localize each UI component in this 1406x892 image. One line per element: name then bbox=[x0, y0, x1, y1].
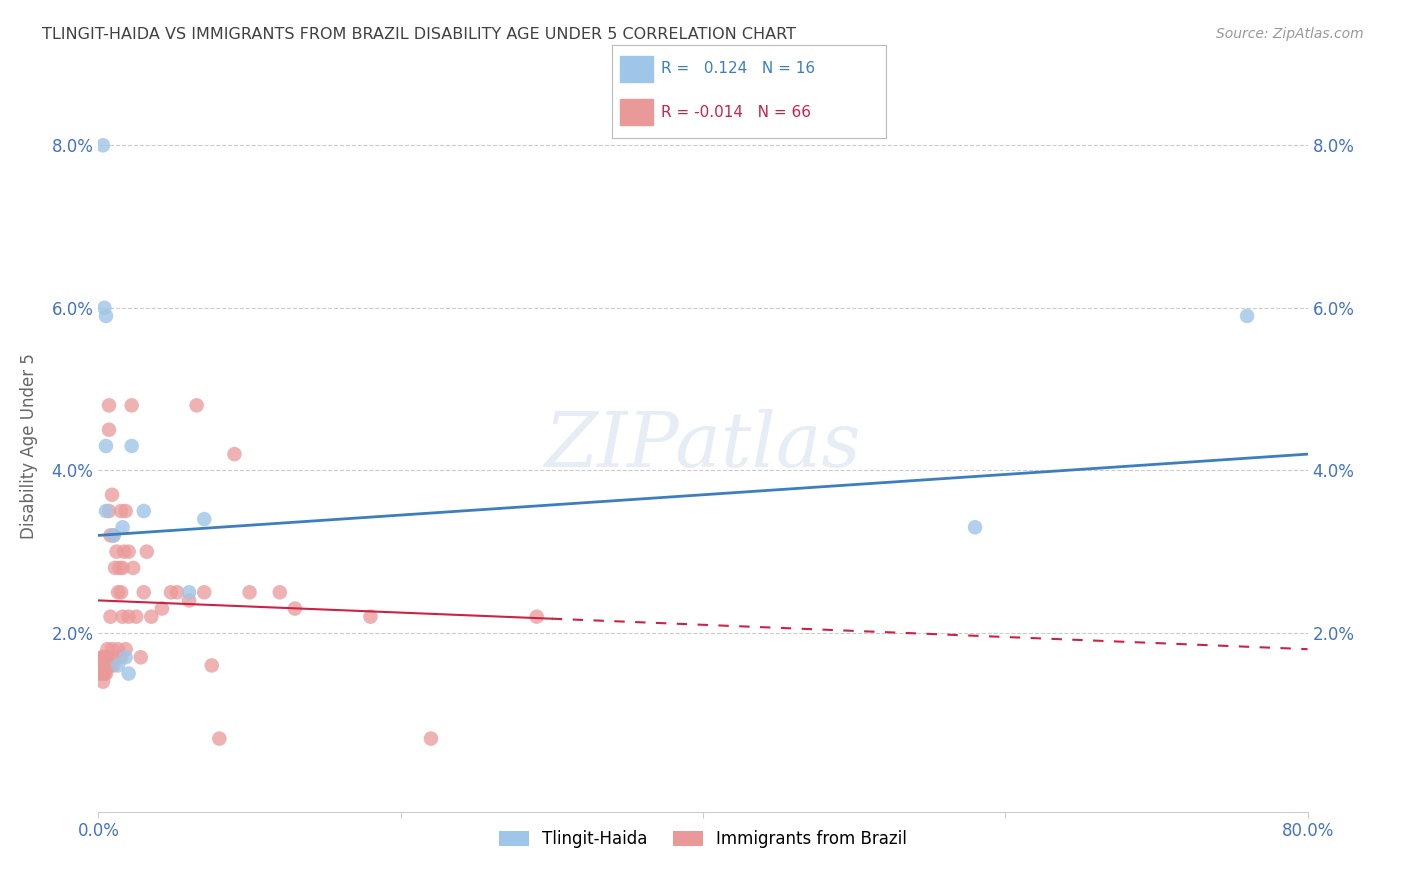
Legend: Tlingit-Haida, Immigrants from Brazil: Tlingit-Haida, Immigrants from Brazil bbox=[492, 823, 914, 855]
Point bbox=[141, 609, 163, 624]
Point bbox=[89, 658, 111, 673]
Point bbox=[91, 138, 114, 153]
Point bbox=[104, 561, 127, 575]
Y-axis label: Disability Age Under 5: Disability Age Under 5 bbox=[20, 353, 38, 539]
Point bbox=[90, 650, 112, 665]
Point bbox=[125, 609, 148, 624]
Point bbox=[91, 650, 114, 665]
Point bbox=[98, 398, 121, 412]
Point bbox=[122, 561, 145, 575]
Point bbox=[96, 658, 118, 673]
Point bbox=[121, 398, 143, 412]
Point bbox=[110, 504, 132, 518]
Point bbox=[98, 658, 121, 673]
Point bbox=[96, 642, 118, 657]
Point bbox=[110, 650, 132, 665]
Text: TLINGIT-HAIDA VS IMMIGRANTS FROM BRAZIL DISABILITY AGE UNDER 5 CORRELATION CHART: TLINGIT-HAIDA VS IMMIGRANTS FROM BRAZIL … bbox=[42, 27, 796, 42]
Point bbox=[91, 666, 114, 681]
Point bbox=[100, 528, 122, 542]
Point bbox=[193, 512, 215, 526]
Point bbox=[1236, 309, 1258, 323]
Text: Source: ZipAtlas.com: Source: ZipAtlas.com bbox=[1216, 27, 1364, 41]
Point bbox=[193, 585, 215, 599]
Point bbox=[135, 544, 157, 558]
Point bbox=[114, 504, 136, 518]
Point bbox=[100, 658, 122, 673]
Point bbox=[98, 504, 121, 518]
Point bbox=[89, 666, 111, 681]
Point bbox=[94, 504, 117, 518]
Point bbox=[201, 658, 224, 673]
Point bbox=[103, 528, 125, 542]
Point bbox=[112, 544, 135, 558]
Point bbox=[420, 731, 443, 746]
Text: R = -0.014   N = 66: R = -0.014 N = 66 bbox=[661, 104, 811, 120]
Point bbox=[118, 544, 141, 558]
Point bbox=[186, 398, 208, 412]
Point bbox=[114, 642, 136, 657]
Point bbox=[224, 447, 246, 461]
Point bbox=[132, 585, 155, 599]
Point bbox=[105, 544, 128, 558]
Point bbox=[98, 423, 121, 437]
Point bbox=[208, 731, 231, 746]
Point bbox=[103, 658, 125, 673]
Point bbox=[111, 561, 134, 575]
Point bbox=[118, 609, 141, 624]
Point bbox=[91, 674, 114, 689]
Point bbox=[104, 650, 127, 665]
Point bbox=[94, 666, 117, 681]
Point bbox=[93, 650, 115, 665]
Point bbox=[94, 650, 117, 665]
Bar bbox=[620, 56, 652, 82]
Text: R =   0.124   N = 16: R = 0.124 N = 16 bbox=[661, 62, 815, 77]
Point bbox=[118, 666, 141, 681]
Point bbox=[93, 658, 115, 673]
Point bbox=[179, 585, 201, 599]
Point bbox=[93, 666, 115, 681]
Point bbox=[101, 488, 124, 502]
Point bbox=[965, 520, 987, 534]
Point bbox=[107, 642, 129, 657]
Bar bbox=[620, 99, 652, 125]
Point bbox=[107, 658, 129, 673]
Text: ZIPatlas: ZIPatlas bbox=[544, 409, 862, 483]
Point bbox=[90, 658, 112, 673]
Point bbox=[100, 609, 122, 624]
Point bbox=[360, 609, 382, 624]
Point bbox=[107, 585, 129, 599]
Point bbox=[121, 439, 143, 453]
Point bbox=[150, 601, 173, 615]
Point bbox=[179, 593, 201, 607]
Point bbox=[111, 520, 134, 534]
Point bbox=[110, 585, 132, 599]
Point bbox=[103, 528, 125, 542]
Point bbox=[129, 650, 152, 665]
Point bbox=[108, 561, 131, 575]
Point bbox=[114, 650, 136, 665]
Point bbox=[94, 439, 117, 453]
Point bbox=[166, 585, 188, 599]
Point bbox=[94, 309, 117, 323]
Point bbox=[132, 504, 155, 518]
Point bbox=[96, 650, 118, 665]
Point bbox=[93, 301, 115, 315]
Point bbox=[526, 609, 548, 624]
Point bbox=[94, 658, 117, 673]
Point bbox=[239, 585, 262, 599]
Point bbox=[269, 585, 291, 599]
Point bbox=[90, 666, 112, 681]
Point bbox=[111, 609, 134, 624]
Point bbox=[284, 601, 307, 615]
Point bbox=[160, 585, 183, 599]
Point bbox=[101, 642, 124, 657]
